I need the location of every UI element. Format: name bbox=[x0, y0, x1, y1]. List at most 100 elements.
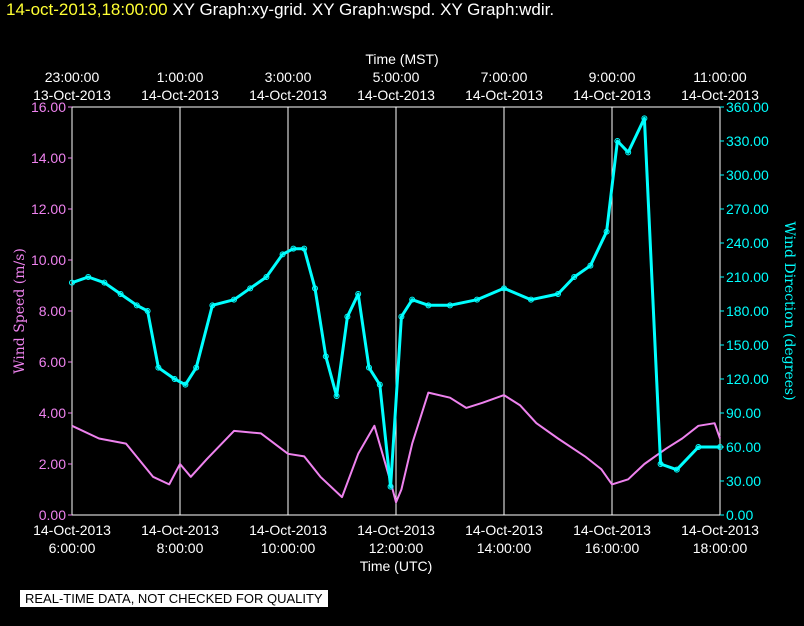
left-tick-label: 10.00 bbox=[31, 252, 66, 268]
wdir-point bbox=[312, 285, 318, 292]
wdir-point bbox=[355, 291, 362, 297]
right-tick-label: 30.00 bbox=[726, 473, 761, 489]
title-graph-names: XY Graph:xy-grid. XY Graph:wspd. XY Grap… bbox=[167, 0, 555, 19]
wdir-point bbox=[673, 466, 680, 473]
wdir-point bbox=[501, 285, 507, 292]
wdir-point bbox=[133, 302, 140, 309]
right-tick-label: 210.00 bbox=[726, 269, 769, 285]
bottom-tick-date: 14-Oct-2013 bbox=[573, 522, 651, 538]
wdir-point bbox=[144, 308, 151, 314]
bottom-tick-time: 16:00:00 bbox=[585, 540, 640, 556]
bottom-tick-date: 14-Oct-2013 bbox=[357, 522, 435, 538]
bottom-tick-date: 14-Oct-2013 bbox=[681, 522, 759, 538]
wdir-point bbox=[263, 274, 270, 280]
wdir-point bbox=[474, 296, 480, 303]
left-tick-label: 0.00 bbox=[39, 507, 66, 523]
bottom-tick-time: 6:00:00 bbox=[49, 540, 96, 556]
left-tick-label: 2.00 bbox=[39, 456, 66, 472]
wdir-point bbox=[625, 149, 632, 156]
top-tick-time: 7:00:00 bbox=[481, 69, 528, 85]
right-tick-label: 330.00 bbox=[726, 133, 769, 149]
page-title: 14-oct-2013,18:00:00 XY Graph:xy-grid. X… bbox=[6, 0, 554, 20]
right-tick-label: 120.00 bbox=[726, 371, 769, 387]
top-tick-date: 14-Oct-2013 bbox=[357, 87, 435, 103]
wdir-point bbox=[333, 393, 340, 399]
bottom-tick-time: 10:00:00 bbox=[261, 540, 316, 556]
left-tick-label: 12.00 bbox=[31, 201, 66, 217]
wdir-point bbox=[587, 262, 594, 269]
bottom-tick-date: 14-Oct-2013 bbox=[33, 522, 111, 538]
wdir-point bbox=[301, 245, 308, 252]
grid-lines bbox=[179, 107, 613, 515]
right-tick-label: 360.00 bbox=[726, 99, 769, 115]
wdir-point bbox=[117, 291, 124, 297]
bottom-tick-date: 14-Oct-2013 bbox=[465, 522, 543, 538]
wdir-point bbox=[279, 251, 286, 258]
bottom-tick-time: 18:00:00 bbox=[693, 540, 748, 556]
wdir-point bbox=[603, 228, 610, 235]
wdir-point bbox=[657, 461, 664, 467]
right-tick-label: 150.00 bbox=[726, 337, 769, 353]
left-axis-title: Wind Speed (m/s) bbox=[12, 248, 28, 374]
top-tick-time: 3:00:00 bbox=[265, 69, 312, 85]
wdir-point bbox=[69, 279, 75, 286]
wdir-point bbox=[155, 364, 162, 371]
wdir-point bbox=[695, 444, 702, 450]
wind-speed-layer bbox=[71, 391, 721, 504]
wind-direction-layer bbox=[69, 115, 723, 490]
wdir-point bbox=[614, 138, 621, 144]
wdir-point bbox=[101, 279, 108, 286]
bottom-tick-date: 14-Oct-2013 bbox=[141, 522, 219, 538]
wdir-point bbox=[85, 274, 92, 280]
wdir-point bbox=[409, 296, 416, 303]
wdir-line bbox=[71, 116, 720, 489]
axes: 14-Oct-2013 6:00:00 23:00:00 13-Oct-2013 14-… bbox=[31, 69, 769, 556]
right-axis-title: Wind Direction (degrees) bbox=[781, 221, 797, 400]
wdir-point bbox=[209, 302, 216, 309]
left-tick-label: 8.00 bbox=[39, 303, 66, 319]
right-tick-label: 270.00 bbox=[726, 201, 769, 217]
right-tick-label: 240.00 bbox=[726, 235, 769, 251]
top-tick-date: 14-Oct-2013 bbox=[141, 87, 219, 103]
right-tick-label: 300.00 bbox=[726, 167, 769, 183]
wdir-point bbox=[425, 302, 432, 309]
wdir-point bbox=[322, 353, 329, 360]
top-tick-time: 11:00:00 bbox=[693, 69, 747, 85]
left-tick-label: 16.00 bbox=[31, 99, 66, 115]
wdir-point bbox=[247, 285, 254, 292]
wdir-point bbox=[290, 245, 297, 252]
bottom-tick-time: 8:00:00 bbox=[157, 540, 204, 556]
left-tick-label: 6.00 bbox=[39, 354, 66, 370]
wdir-point bbox=[447, 302, 453, 309]
right-tick-label: 0.00 bbox=[726, 507, 753, 523]
wdir-point bbox=[182, 381, 189, 388]
left-tick-label: 4.00 bbox=[39, 405, 66, 421]
wdir-point bbox=[571, 274, 578, 280]
right-tick-label: 180.00 bbox=[726, 303, 769, 319]
bottom-tick-time: 14:00:00 bbox=[477, 540, 532, 556]
top-tick-date: 13-Oct-2013 bbox=[33, 87, 111, 103]
wdir-point bbox=[193, 364, 200, 371]
quality-notice: REAL-TIME DATA, NOT CHECKED FOR QUALITY bbox=[20, 590, 328, 607]
wdir-point bbox=[366, 364, 372, 371]
bottom-tick-time: 12:00:00 bbox=[369, 540, 424, 556]
bottom-tick-date: 14-Oct-2013 bbox=[249, 522, 327, 538]
top-tick-time: 9:00:00 bbox=[589, 69, 636, 85]
left-tick-label: 14.00 bbox=[31, 150, 66, 166]
top-tick-time: 5:00:00 bbox=[373, 69, 420, 85]
top-tick-date: 14-Oct-2013 bbox=[465, 87, 543, 103]
top-tick-time: 23:00:00 bbox=[45, 69, 100, 85]
wdir-point bbox=[528, 296, 534, 303]
title-date: 14-oct-2013,18:00:00 bbox=[6, 0, 168, 19]
wdir-point bbox=[171, 376, 178, 382]
wdir-point bbox=[344, 313, 351, 320]
wdir-point bbox=[231, 296, 237, 303]
wspd-line bbox=[71, 391, 721, 504]
wdir-point bbox=[387, 483, 394, 490]
top-tick-time: 1:00:00 bbox=[157, 69, 204, 85]
top-tick-date: 14-Oct-2013 bbox=[573, 87, 651, 103]
top-tick-date: 14-Oct-2013 bbox=[249, 87, 327, 103]
bottom-axis-title: Time (UTC) bbox=[360, 558, 433, 574]
wdir-point bbox=[555, 291, 561, 297]
